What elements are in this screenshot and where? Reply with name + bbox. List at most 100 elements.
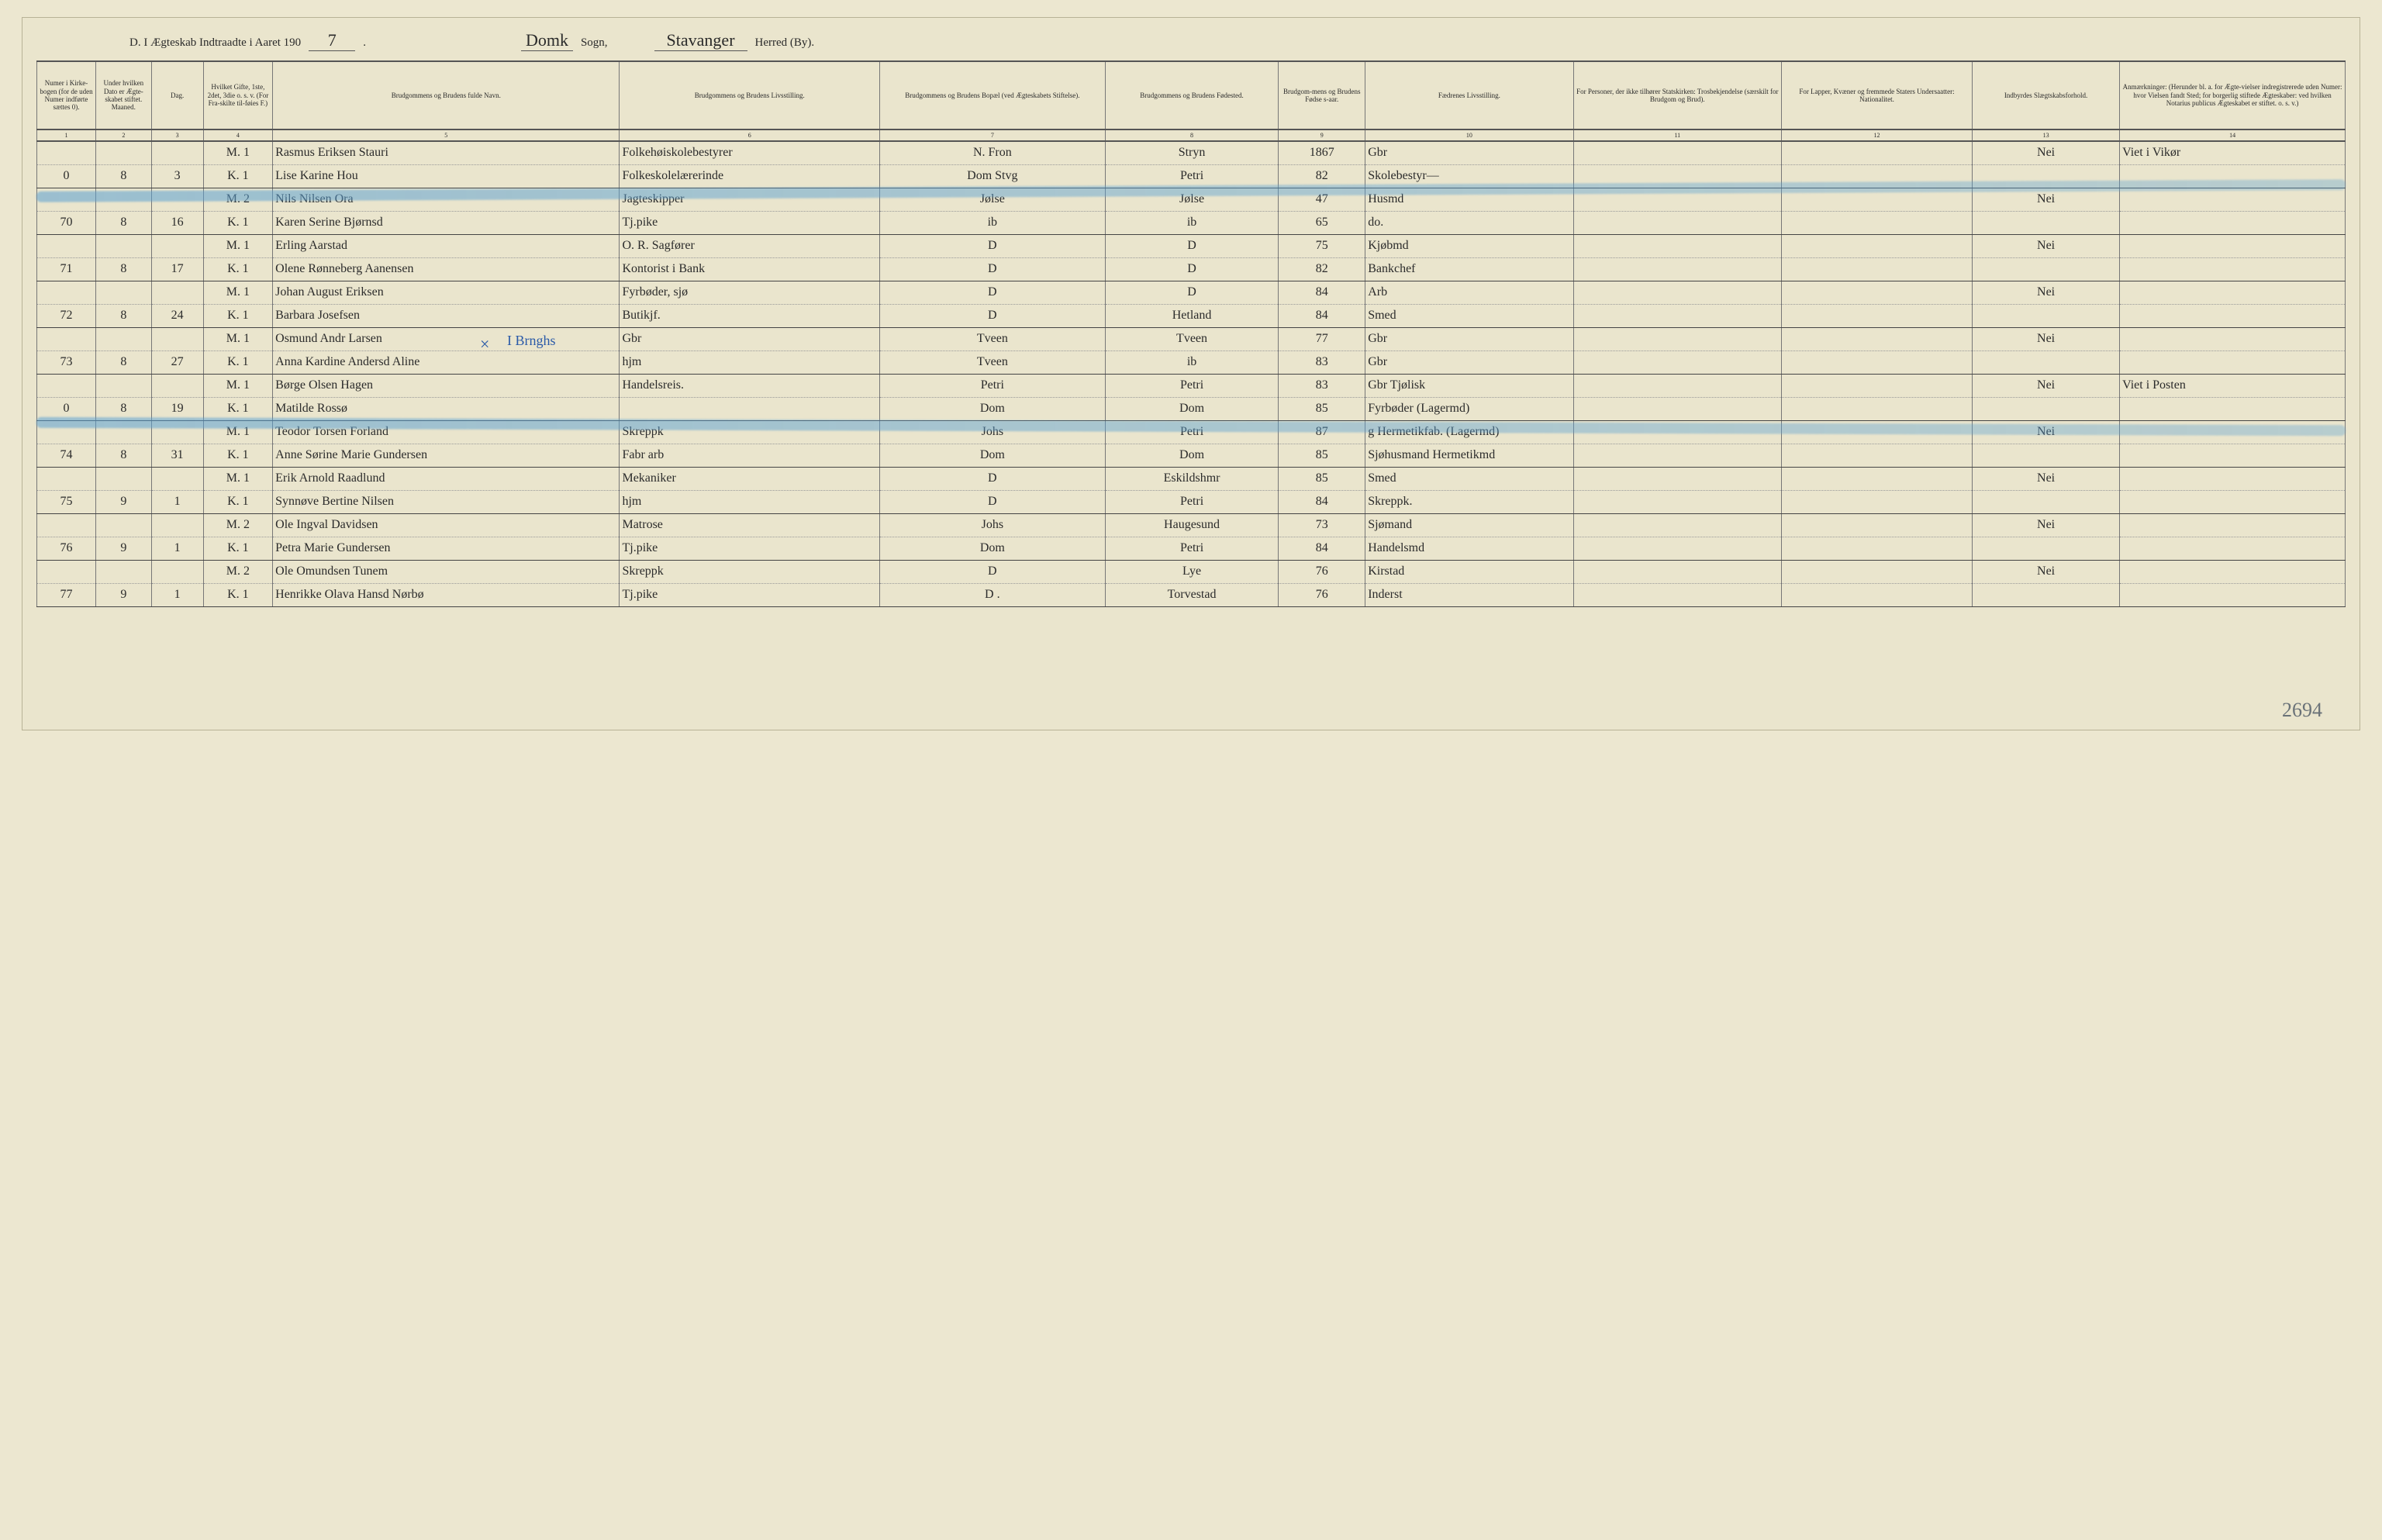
cell-tros bbox=[1573, 141, 1781, 164]
cell-nat bbox=[1781, 444, 1972, 467]
pencil-page-number: 2694 bbox=[2282, 699, 2322, 722]
cell-liv: Kontorist i Bank bbox=[620, 257, 879, 281]
cell-faedr: Sjøhusmand Hermetikmd bbox=[1365, 444, 1573, 467]
cell-num bbox=[37, 234, 96, 257]
cell-gifte: M. 1 bbox=[203, 374, 272, 397]
ledger-table: Numer i Kirke-bogen (for de uden Numer i… bbox=[36, 60, 2346, 607]
cell-slegt bbox=[1973, 444, 2120, 467]
col-header: Hvilket Gifte, 1ste, 2det, 3die o. s. v.… bbox=[203, 61, 272, 129]
cell-bopel: D bbox=[879, 560, 1105, 583]
cell-faedr: Handelsmd bbox=[1365, 537, 1573, 560]
cell-mnd: 8 bbox=[96, 211, 152, 234]
cell-tros bbox=[1573, 490, 1781, 513]
cell-anm bbox=[2120, 350, 2346, 374]
cell-dag bbox=[151, 420, 203, 444]
sogn-label: Sogn, bbox=[581, 36, 608, 50]
cell-liv: hjm bbox=[620, 490, 879, 513]
cell-bopel: D bbox=[879, 490, 1105, 513]
col-num: 6 bbox=[620, 129, 879, 141]
cell-gifte: M. 2 bbox=[203, 560, 272, 583]
cell-tros bbox=[1573, 281, 1781, 304]
cell-nat bbox=[1781, 560, 1972, 583]
cell-faedr: Smed bbox=[1365, 304, 1573, 327]
cell-liv: hjm bbox=[620, 350, 879, 374]
cell-anm bbox=[2120, 211, 2346, 234]
table-row: 7591K. 1Synnøve Bertine NilsenhjmDPetri8… bbox=[37, 490, 2346, 513]
cell-faedr: Kjøbmd bbox=[1365, 234, 1573, 257]
cell-mnd bbox=[96, 467, 152, 490]
cell-anm bbox=[2120, 304, 2346, 327]
cell-fsted: Jølse bbox=[1105, 188, 1279, 211]
cell-dag bbox=[151, 188, 203, 211]
cell-gifte: K. 1 bbox=[203, 304, 272, 327]
cell-num: 75 bbox=[37, 490, 96, 513]
cell-mnd bbox=[96, 188, 152, 211]
cell-liv: Fabr arb bbox=[620, 444, 879, 467]
cell-dag: 31 bbox=[151, 444, 203, 467]
col-header: Brudgommens og Brudens Livsstilling. bbox=[620, 61, 879, 129]
cell-mnd: 9 bbox=[96, 537, 152, 560]
cell-navn: Henrikke Olava Hansd Nørbø bbox=[273, 583, 620, 606]
cell-fsted: ib bbox=[1105, 211, 1279, 234]
cell-tros bbox=[1573, 397, 1781, 420]
cell-faedr: Smed bbox=[1365, 467, 1573, 490]
cell-bopel: Dom bbox=[879, 397, 1105, 420]
cell-fsted: Petri bbox=[1105, 164, 1279, 188]
table-row: M. 1Rasmus Eriksen StauriFolkehøiskolebe… bbox=[37, 141, 2346, 164]
cell-navn: Ole Ingval Davidsen bbox=[273, 513, 620, 537]
cell-slegt bbox=[1973, 583, 2120, 606]
cell-fsted: Petri bbox=[1105, 490, 1279, 513]
cell-dag: 19 bbox=[151, 397, 203, 420]
cell-nat bbox=[1781, 350, 1972, 374]
col-header: For Lapper, Kvæner og fremmede Staters U… bbox=[1781, 61, 1972, 129]
cell-gifte: K. 1 bbox=[203, 397, 272, 420]
cell-faar: 1867 bbox=[1279, 141, 1365, 164]
cell-tros bbox=[1573, 374, 1781, 397]
cell-tros bbox=[1573, 164, 1781, 188]
col-num: 3 bbox=[151, 129, 203, 141]
cell-fsted: Stryn bbox=[1105, 141, 1279, 164]
cell-num: 0 bbox=[37, 164, 96, 188]
col-num: 13 bbox=[1973, 129, 2120, 141]
cell-nat bbox=[1781, 537, 1972, 560]
page-title-row: D. I Ægteskab Indtraadte i Aaret 190 7 .… bbox=[129, 30, 2346, 51]
cell-liv: Matrose bbox=[620, 513, 879, 537]
col-header: Brudgommens og Brudens fulde Navn. bbox=[273, 61, 620, 129]
cell-anm bbox=[2120, 513, 2346, 537]
cell-bopel: ib bbox=[879, 211, 1105, 234]
cell-faar: 85 bbox=[1279, 397, 1365, 420]
cell-dag bbox=[151, 327, 203, 350]
cell-tros bbox=[1573, 304, 1781, 327]
table-row: 083K. 1Lise Karine HouFolkeskolelærerind… bbox=[37, 164, 2346, 188]
cell-anm bbox=[2120, 234, 2346, 257]
cell-gifte: M. 1 bbox=[203, 327, 272, 350]
col-header: Fædrenes Livsstilling. bbox=[1365, 61, 1573, 129]
cell-faedr: Gbr Tjølisk bbox=[1365, 374, 1573, 397]
cell-faedr: Sjømand bbox=[1365, 513, 1573, 537]
cell-num: 0 bbox=[37, 397, 96, 420]
cell-bopel: Dom Stvg bbox=[879, 164, 1105, 188]
cell-nat bbox=[1781, 490, 1972, 513]
cell-liv: Folkeskolelærerinde bbox=[620, 164, 879, 188]
cell-navn: Anna Kardine Andersd Aline bbox=[273, 350, 620, 374]
cell-mnd bbox=[96, 560, 152, 583]
cell-faar: 47 bbox=[1279, 188, 1365, 211]
cell-faedr: Gbr bbox=[1365, 327, 1573, 350]
cell-num: 76 bbox=[37, 537, 96, 560]
header-row: Numer i Kirke-bogen (for de uden Numer i… bbox=[37, 61, 2346, 129]
cell-navn: Barbara Josefsen bbox=[273, 304, 620, 327]
cell-mnd: 8 bbox=[96, 444, 152, 467]
cell-slegt bbox=[1973, 164, 2120, 188]
title-year: 7 bbox=[309, 30, 355, 51]
cell-tros bbox=[1573, 420, 1781, 444]
cell-num bbox=[37, 374, 96, 397]
cell-dag bbox=[151, 281, 203, 304]
cell-num: 77 bbox=[37, 583, 96, 606]
cell-slegt: Nei bbox=[1973, 141, 2120, 164]
cell-navn: Anne Sørine Marie Gundersen bbox=[273, 444, 620, 467]
cell-tros bbox=[1573, 467, 1781, 490]
cell-anm bbox=[2120, 420, 2346, 444]
cell-faedr: Skreppk. bbox=[1365, 490, 1573, 513]
cell-num: 71 bbox=[37, 257, 96, 281]
table-head: Numer i Kirke-bogen (for de uden Numer i… bbox=[37, 61, 2346, 141]
